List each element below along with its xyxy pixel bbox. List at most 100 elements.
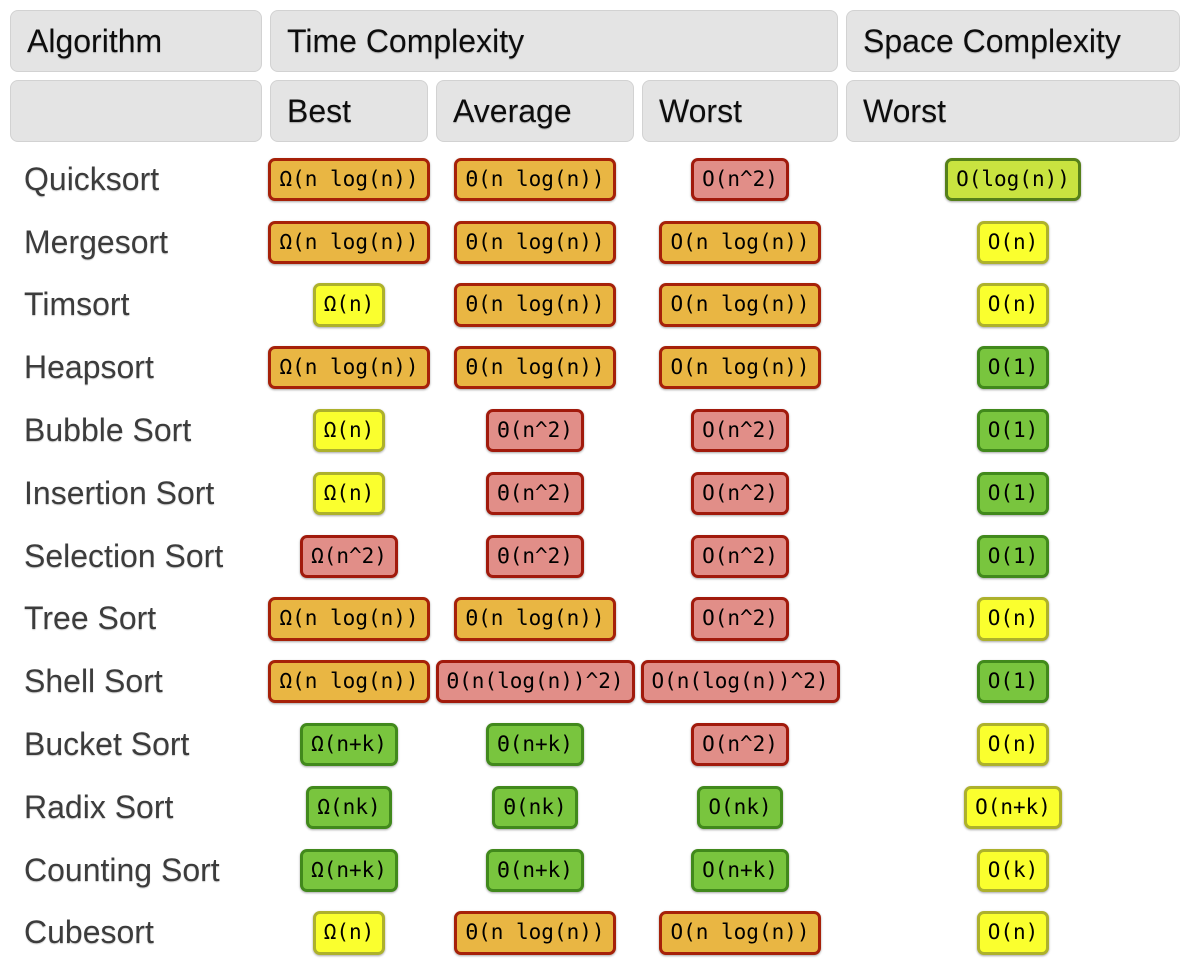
average-cell: Θ(n log(n)): [436, 211, 634, 274]
worst-cell: O(n^2): [642, 713, 838, 776]
best-cell: Ω(n): [270, 399, 428, 462]
space-badge: O(1): [976, 346, 1050, 390]
space-cell: O(log(n)): [846, 148, 1180, 211]
space-badge: O(n): [976, 911, 1050, 955]
worst-badge: O(n^2): [691, 723, 789, 767]
header-algorithm: Algorithm: [10, 10, 262, 72]
worst-badge: O(n log(n)): [659, 283, 821, 327]
best-badge: Ω(n log(n)): [268, 597, 430, 641]
worst-badge: O(n^2): [691, 471, 789, 515]
space-badge: O(1): [976, 409, 1050, 453]
worst-badge: O(nk): [697, 785, 783, 829]
space-badge: O(1): [976, 534, 1050, 578]
best-badge: Ω(n+k): [300, 848, 398, 892]
table-row: Tree Sort Ω(n log(n)) Θ(n log(n)) O(n^2)…: [10, 588, 1187, 651]
worst-cell: O(n log(n)): [642, 336, 838, 399]
space-badge: O(1): [976, 471, 1050, 515]
worst-badge: O(n(log(n))^2): [640, 660, 840, 704]
average-badge: Θ(n log(n)): [454, 283, 616, 327]
average-badge: Θ(n log(n)): [454, 911, 616, 955]
average-cell: Θ(n log(n)): [436, 336, 634, 399]
space-cell: O(1): [846, 462, 1180, 525]
average-cell: Θ(n log(n)): [436, 148, 634, 211]
average-cell: Θ(n log(n)): [436, 588, 634, 651]
space-cell: O(n): [846, 713, 1180, 776]
space-badge: O(n): [976, 220, 1050, 264]
space-badge: O(n): [976, 597, 1050, 641]
header-sub-row: Best Average Worst Worst: [10, 80, 1187, 142]
best-cell: Ω(n): [270, 462, 428, 525]
header-worst-time: Worst: [642, 80, 838, 142]
average-badge: Θ(n^2): [486, 534, 584, 578]
best-cell: Ω(n log(n)): [268, 588, 430, 651]
worst-cell: O(n^2): [642, 525, 838, 588]
average-badge: Θ(n(log(n))^2): [435, 660, 635, 704]
table-row: Selection Sort Ω(n^2) Θ(n^2) O(n^2) O(1): [10, 525, 1187, 588]
header-space-complexity: Space Complexity: [846, 10, 1180, 72]
worst-cell: O(n log(n)): [642, 274, 838, 337]
best-badge: Ω(n log(n)): [268, 346, 430, 390]
space-badge: O(n+k): [964, 785, 1062, 829]
best-cell: Ω(n+k): [270, 713, 428, 776]
worst-badge: O(n^2): [691, 409, 789, 453]
worst-badge: O(n log(n)): [659, 346, 821, 390]
average-cell: Θ(n+k): [436, 713, 634, 776]
worst-cell: O(n log(n)): [642, 902, 838, 963]
best-badge: Ω(n log(n)): [268, 660, 430, 704]
table-row: Mergesort Ω(n log(n)) Θ(n log(n)) O(n lo…: [10, 211, 1187, 274]
best-cell: Ω(n log(n)): [268, 211, 430, 274]
header-empty-cell: [10, 80, 262, 142]
average-cell: Θ(nk): [436, 776, 634, 839]
worst-cell: O(nk): [642, 776, 838, 839]
algorithm-name: Quicksort: [24, 160, 160, 197]
algorithm-name: Selection Sort: [24, 537, 224, 574]
worst-cell: O(n+k): [642, 839, 838, 902]
best-badge: Ω(nk): [306, 785, 392, 829]
space-cell: O(n): [846, 211, 1180, 274]
worst-cell: O(n^2): [642, 588, 838, 651]
best-badge: Ω(n log(n)): [268, 220, 430, 264]
header-worst-space: Worst: [846, 80, 1180, 142]
algorithm-name: Bucket Sort: [24, 726, 190, 763]
space-badge: O(log(n)): [945, 157, 1081, 201]
table-row: Quicksort Ω(n log(n)) Θ(n log(n)) O(n^2)…: [10, 148, 1187, 211]
average-badge: Θ(n^2): [486, 471, 584, 515]
header-time-complexity: Time Complexity: [270, 10, 838, 72]
space-badge: O(n): [976, 723, 1050, 767]
space-cell: O(n): [846, 588, 1180, 651]
worst-cell: O(n^2): [642, 148, 838, 211]
average-badge: Θ(n log(n)): [454, 346, 616, 390]
average-cell: Θ(n(log(n))^2): [435, 650, 635, 713]
algorithm-name: Timsort: [24, 286, 130, 323]
algorithm-name: Cubesort: [24, 914, 154, 951]
worst-cell: O(n^2): [642, 399, 838, 462]
header-group-row: Algorithm Time Complexity Space Complexi…: [10, 10, 1187, 72]
average-badge: Θ(n+k): [486, 723, 584, 767]
space-cell: O(k): [846, 839, 1180, 902]
best-badge: Ω(n log(n)): [268, 157, 430, 201]
worst-cell: O(n log(n)): [642, 211, 838, 274]
table-row: Timsort Ω(n) Θ(n log(n)) O(n log(n)) O(n…: [10, 274, 1187, 337]
algorithm-name: Shell Sort: [24, 663, 163, 700]
space-cell: O(n): [846, 274, 1180, 337]
best-badge: Ω(n+k): [300, 723, 398, 767]
worst-cell: O(n(log(n))^2): [640, 650, 840, 713]
worst-badge: O(n log(n)): [659, 220, 821, 264]
space-cell: O(1): [846, 525, 1180, 588]
space-cell: O(n): [846, 902, 1180, 963]
table-row: Insertion Sort Ω(n) Θ(n^2) O(n^2) O(1): [10, 462, 1187, 525]
average-badge: Θ(n log(n)): [454, 220, 616, 264]
worst-cell: O(n^2): [642, 462, 838, 525]
worst-badge: O(n log(n)): [659, 911, 821, 955]
best-cell: Ω(n+k): [270, 839, 428, 902]
table-row: Heapsort Ω(n log(n)) Θ(n log(n)) O(n log…: [10, 336, 1187, 399]
worst-badge: O(n+k): [691, 848, 789, 892]
algorithm-name: Mergesort: [24, 223, 169, 260]
best-cell: Ω(n^2): [270, 525, 428, 588]
best-badge: Ω(n^2): [300, 534, 398, 578]
best-cell: Ω(n log(n)): [268, 148, 430, 211]
table-row: Shell Sort Ω(n log(n)) Θ(n(log(n))^2) O(…: [10, 650, 1187, 713]
algorithm-name: Counting Sort: [24, 851, 220, 888]
best-badge: Ω(n): [312, 471, 386, 515]
